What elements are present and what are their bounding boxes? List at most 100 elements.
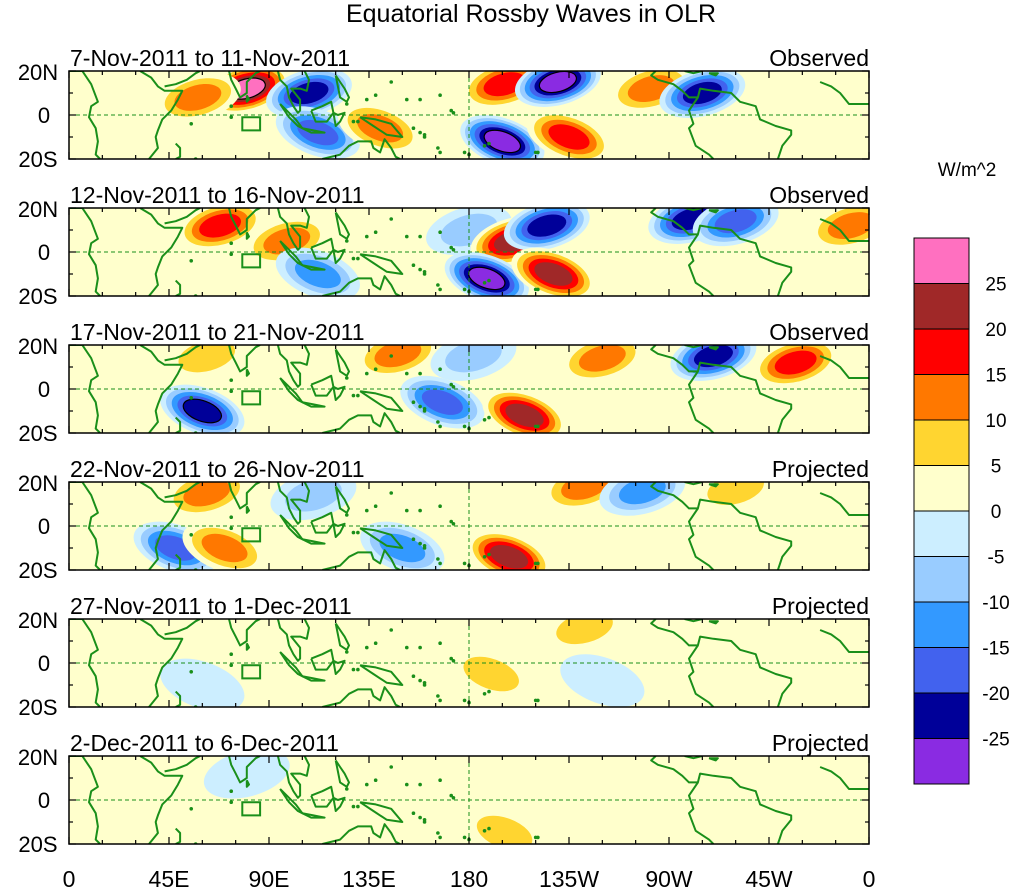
panel-date-range: 27-Nov-2011 to 1-Dec-2011 — [70, 593, 352, 619]
island — [229, 252, 234, 256]
coastline — [69, 756, 101, 844]
region-box — [241, 801, 262, 817]
coastline — [174, 279, 182, 296]
coastline — [650, 756, 793, 844]
panels: 20N 0 20S 7-Nov-2011 to 11-Nov-2011 Observed… — [18, 45, 870, 857]
coastline — [276, 756, 310, 799]
coastline — [332, 796, 346, 812]
coastline — [359, 253, 404, 275]
island — [438, 424, 442, 429]
y-tick-label: 20S — [18, 147, 57, 172]
y-tick-label: 20S — [18, 421, 57, 446]
island — [344, 376, 349, 380]
island — [229, 515, 234, 519]
coastline — [322, 823, 401, 844]
island — [344, 513, 349, 517]
island — [351, 530, 356, 535]
coastline — [332, 385, 346, 401]
coastlines — [69, 756, 869, 844]
y-tick-label: 0 — [38, 788, 50, 813]
x-tick-label: 45E — [149, 866, 190, 890]
region-box — [241, 253, 262, 269]
island — [438, 778, 442, 782]
island — [229, 104, 234, 108]
coastline — [164, 756, 201, 773]
x-tick-label: 135W — [539, 866, 599, 890]
coastline — [245, 642, 250, 651]
island — [418, 234, 422, 239]
map-panel: 20N 0 20S 22-Nov-2011 to 26-Nov-2011 Project… — [18, 456, 870, 583]
island — [438, 835, 442, 840]
island — [411, 126, 416, 130]
island — [462, 150, 467, 155]
colorbar-swatch — [913, 738, 970, 785]
island — [404, 645, 409, 650]
island — [536, 424, 540, 429]
island — [436, 694, 440, 698]
coastline — [708, 209, 719, 214]
coastline — [334, 622, 350, 651]
panel-date-range: 17-Nov-2011 to 21-Nov-2011 — [70, 319, 365, 345]
coastline — [322, 412, 401, 433]
coastline — [688, 644, 715, 707]
y-tick-label: 0 — [38, 377, 50, 402]
island — [364, 371, 369, 376]
coastline — [819, 355, 869, 379]
island — [462, 561, 467, 566]
island — [351, 119, 356, 124]
island — [229, 389, 234, 394]
island — [389, 354, 394, 358]
olr-contour-mark — [381, 757, 468, 808]
coastline — [301, 812, 326, 819]
coastline — [228, 756, 261, 784]
island — [356, 804, 360, 809]
island — [438, 93, 442, 97]
panel-date-range: 7-Nov-2011 to 11-Nov-2011 — [70, 45, 350, 71]
olr-contour-mark — [476, 815, 533, 844]
x-tick-label: 0 — [63, 866, 76, 890]
island — [536, 150, 540, 155]
y-tick-label: 0 — [38, 103, 50, 128]
y-tick-label: 20S — [18, 832, 57, 857]
coastline — [164, 482, 201, 499]
island — [418, 645, 422, 650]
panel-date-range: 12-Nov-2011 to 16-Nov-2011 — [70, 182, 365, 208]
coastline — [245, 779, 250, 788]
island — [487, 278, 491, 283]
island — [449, 793, 454, 798]
island — [462, 287, 467, 292]
coastlines — [69, 71, 869, 159]
olr-contour-mark — [682, 81, 722, 105]
olr-contour-mark — [463, 656, 519, 692]
island — [536, 698, 540, 703]
panel-status: Observed — [769, 319, 869, 345]
coastline — [708, 346, 719, 351]
coastline — [276, 619, 310, 662]
olr-contour-mark — [183, 482, 231, 507]
coastline — [245, 505, 250, 514]
colorbar-swatch — [913, 328, 970, 375]
island — [404, 371, 409, 376]
panel-date-range: 2-Dec-2011 to 6-Dec-2011 — [70, 730, 339, 756]
coastline — [228, 482, 261, 510]
island — [411, 400, 416, 405]
y-tick-label: 20N — [18, 608, 58, 633]
island — [389, 628, 394, 632]
y-tick-label: 20N — [18, 334, 58, 359]
coastline — [164, 619, 201, 636]
island — [411, 674, 416, 678]
colorbar-swatch — [913, 692, 970, 739]
coastline — [164, 208, 201, 225]
island — [364, 234, 369, 239]
island — [449, 108, 454, 113]
olr-contour-mark — [174, 83, 222, 111]
island — [364, 508, 369, 513]
olr-contour-mark — [538, 71, 578, 94]
coastline — [819, 81, 869, 105]
map-panel: 20N 0 20S 12-Nov-2011 to 16-Nov-2011 Observe… — [18, 182, 870, 309]
colorbar-label: -20 — [982, 684, 1009, 705]
coastline — [688, 233, 715, 296]
olr-contour-mark — [714, 209, 757, 234]
island — [411, 537, 416, 541]
